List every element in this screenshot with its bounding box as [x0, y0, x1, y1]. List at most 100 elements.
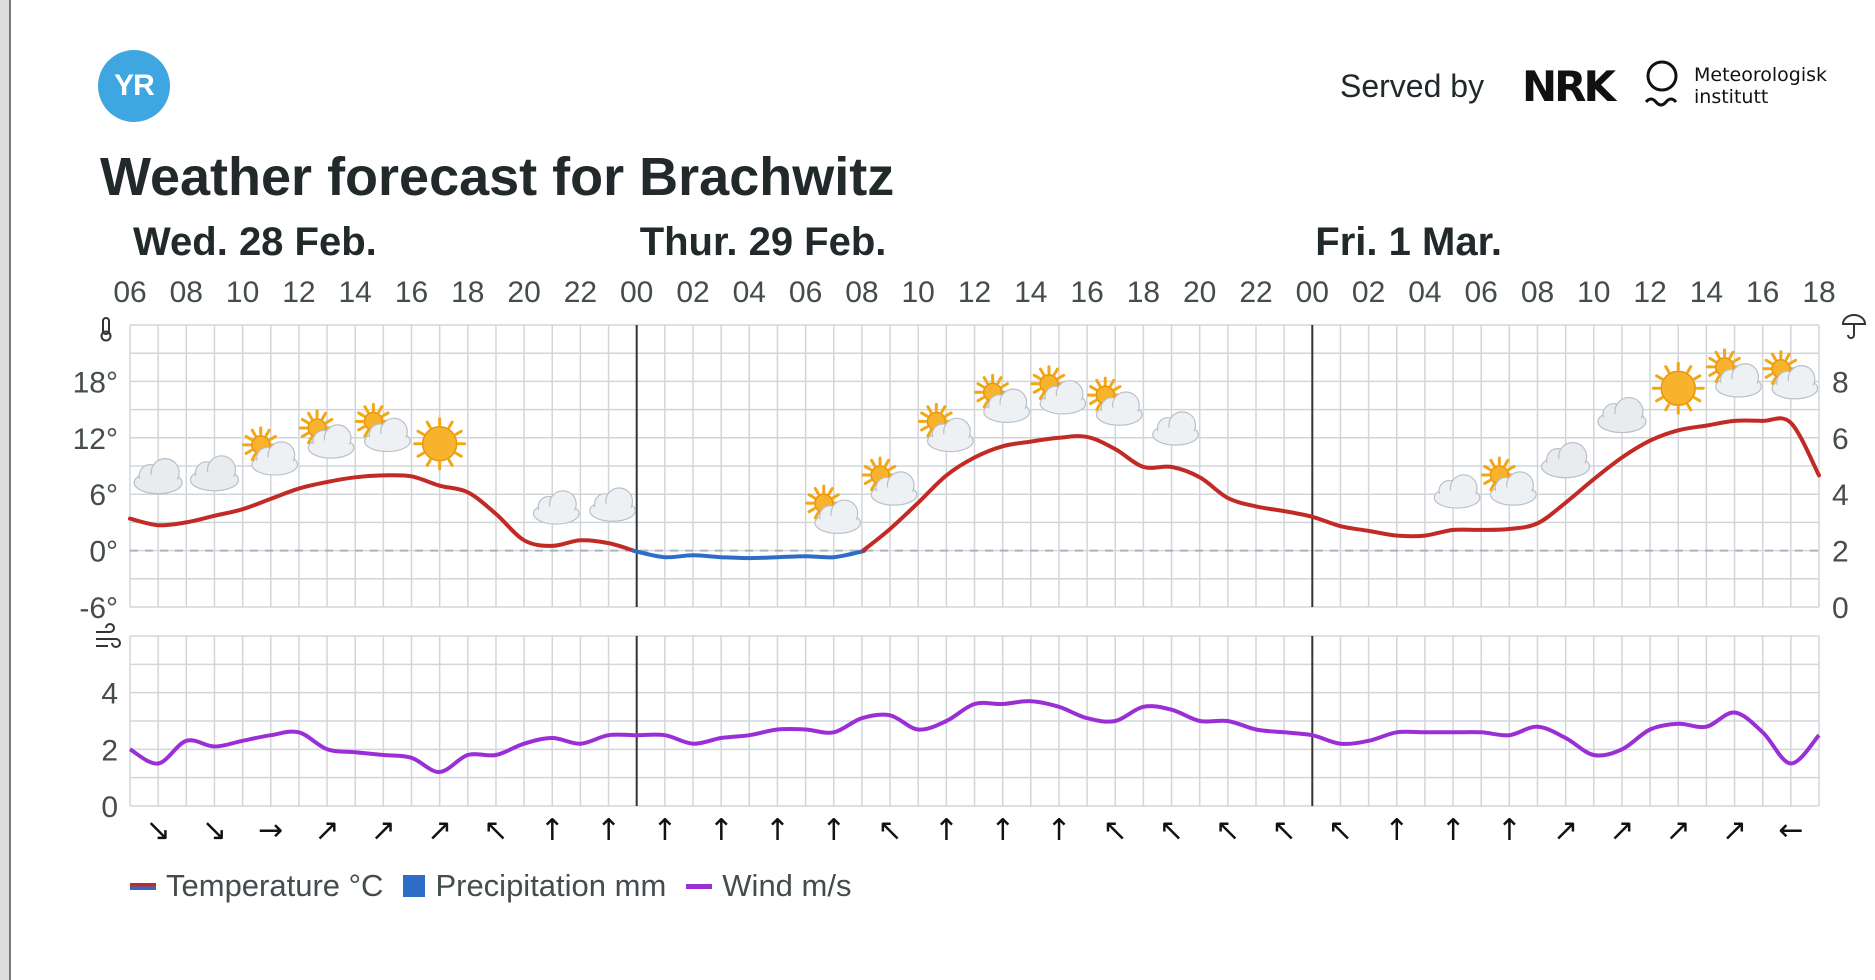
met-line-1: Meteorologisk	[1694, 64, 1828, 86]
wind-direction-arrow: ↗	[371, 813, 396, 848]
temperature-line-below-zero	[631, 548, 867, 561]
sun-ray	[813, 486, 820, 496]
cloudy-icon	[133, 458, 183, 495]
cloud-part	[591, 503, 634, 521]
sun-ray	[425, 458, 432, 467]
sun-ray	[1686, 403, 1693, 412]
cloudy-icon	[1597, 396, 1647, 434]
sun-ray	[447, 420, 454, 429]
sun-ray	[1052, 367, 1059, 376]
legend-precipitation-swatch	[403, 875, 426, 897]
legend-wind[interactable]: Wind m/s	[686, 868, 851, 904]
sun-ray	[300, 417, 310, 424]
sun-ray	[944, 411, 953, 418]
sun-ray	[1693, 396, 1702, 403]
thermometer-icon	[100, 317, 112, 342]
legend-temperature[interactable]: Temperature °C	[130, 868, 383, 904]
sun-ray	[1708, 356, 1717, 363]
sun-ray	[1089, 399, 1098, 406]
wind-axis: 4 2 0	[101, 678, 118, 824]
sun-ray	[1489, 458, 1496, 467]
wind-direction-arrow: ↑	[990, 813, 1015, 848]
sun-ray	[1784, 352, 1791, 361]
cloud-part	[535, 506, 578, 524]
sun-ray	[1089, 385, 1098, 392]
temperature-tick-label: -6°	[79, 592, 118, 625]
sun-ray	[416, 451, 425, 458]
hour-tick-label: 18	[451, 276, 484, 309]
temperature-tick-label: 12°	[73, 423, 118, 456]
hour-tick-label: 06	[113, 276, 146, 309]
met-line-2: institutt	[1694, 86, 1769, 108]
sun-ray	[982, 376, 989, 385]
hour-tick-label: 02	[676, 276, 709, 309]
hour-tick-label: 22	[1239, 276, 1272, 309]
hour-tick-label: 12	[958, 276, 991, 309]
wind-direction-arrow: ↑	[1497, 813, 1522, 848]
hour-tick-label: 08	[1521, 276, 1554, 309]
precipitation-tick-label: 4	[1832, 479, 1849, 512]
legend-precipitation[interactable]: Precipitation mm	[403, 868, 666, 904]
sun-ray	[1503, 458, 1510, 467]
sun-ray	[1764, 372, 1773, 379]
cloud-part	[1042, 395, 1084, 414]
wind-direction-arrow: ↑	[540, 813, 565, 848]
sun-ray	[870, 458, 877, 467]
wind-direction-arrow: ↑	[652, 813, 677, 848]
precipitation-tick-label: 8	[1832, 366, 1849, 399]
wind-icon	[96, 623, 121, 648]
sun-ray	[1686, 365, 1693, 374]
sun-ray	[307, 411, 314, 420]
sun-ray	[870, 483, 877, 492]
partly-cloudy-day-icon	[805, 484, 862, 534]
page-title: Weather forecast for Brachwitz	[100, 147, 895, 207]
sun-ray	[325, 417, 334, 424]
sun-ray	[831, 493, 840, 500]
met-institute-logo-icon	[1644, 60, 1678, 107]
sun-ray	[300, 431, 310, 438]
cloud-part	[929, 433, 972, 451]
sun-ray	[1788, 358, 1798, 365]
sun-ray	[807, 493, 816, 500]
sun-ray	[926, 429, 933, 438]
precipitation-axis: 8 6 4 2 0	[1832, 366, 1849, 625]
cloudy-icon	[1541, 442, 1591, 479]
legend-temperature-label: Temperature °C	[166, 868, 384, 903]
sun-ray	[1095, 378, 1102, 388]
sun-ray	[1032, 373, 1041, 380]
sun-ray	[454, 429, 463, 436]
legend-wind-swatch	[686, 883, 713, 889]
sun-ray	[1655, 396, 1664, 403]
partly-cloudy-day-icon	[1480, 456, 1537, 506]
sun-ray	[1032, 387, 1041, 394]
sun-ray	[920, 411, 929, 418]
sun-ray	[363, 405, 370, 414]
clear-sky-day-icon	[1651, 361, 1705, 415]
cloud-part	[1543, 458, 1588, 477]
cloud-part	[366, 433, 409, 451]
nrk-logo[interactable]: NRK	[1522, 62, 1616, 111]
precipitation-tick-label: 2	[1832, 536, 1849, 569]
cloud-part	[1773, 380, 1816, 398]
cloud-part	[1154, 427, 1197, 445]
hour-tick-label: 20	[1183, 276, 1216, 309]
precipitation-tick-label: 0	[1832, 592, 1849, 625]
hour-tick-label: 22	[564, 276, 597, 309]
weather-symbols	[133, 348, 1819, 536]
umbrella-icon	[1841, 314, 1867, 339]
cloud-part	[136, 474, 181, 493]
partly-cloudy-night-icon	[532, 484, 580, 525]
sun-ray	[447, 458, 454, 467]
wind-tick-label: 0	[101, 791, 118, 824]
hour-tick-label: 08	[845, 276, 878, 309]
yr-logo[interactable]: YR	[98, 50, 170, 122]
wind-direction-arrow: ↗	[1722, 813, 1747, 848]
wind-direction-arrow: →	[258, 813, 283, 848]
partly-cloudy-day-icon	[1762, 350, 1819, 400]
sun-ray	[1693, 374, 1702, 381]
wind-direction-arrow: ↗	[1609, 813, 1634, 848]
sun-ray	[1664, 365, 1671, 374]
sun-ray	[250, 428, 257, 437]
sun-ray	[1732, 356, 1741, 363]
wind-direction-arrow: ↑	[1440, 813, 1465, 848]
